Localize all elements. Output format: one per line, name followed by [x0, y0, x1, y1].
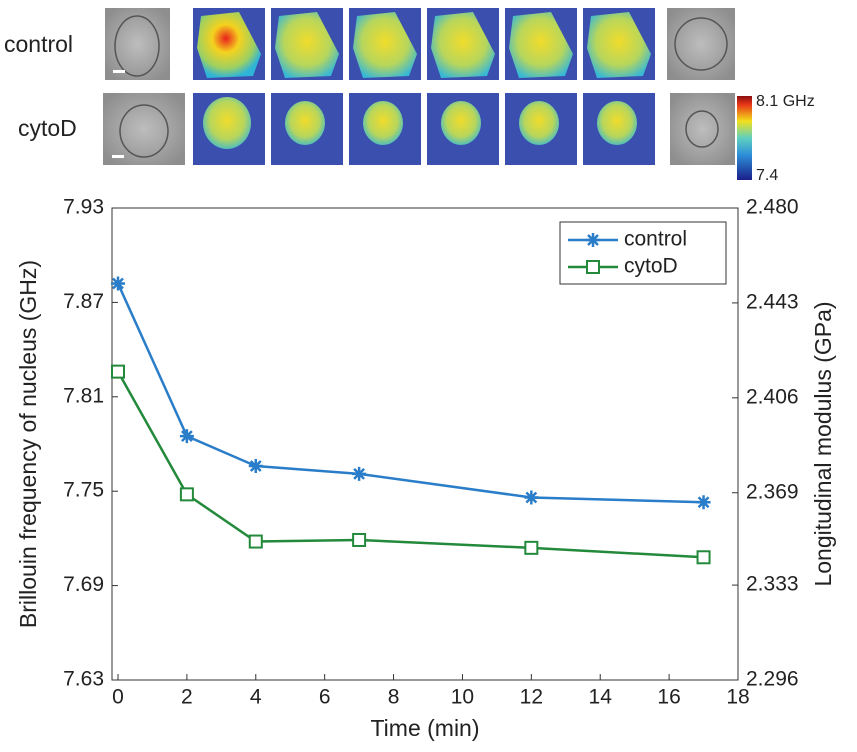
x-axis-label: Time (min)	[370, 715, 479, 741]
micrograph	[103, 93, 185, 165]
x-tick-label: 10	[451, 686, 474, 709]
x-tick-label: 4	[250, 686, 262, 709]
cell-map	[353, 12, 417, 78]
x-tick-label: 16	[657, 686, 680, 709]
scale-bar	[112, 155, 124, 158]
marker	[111, 364, 125, 379]
y-tick-label: 7.93	[63, 196, 104, 219]
colorbar-label: 8.1 GHz	[756, 93, 815, 110]
colorbar	[737, 96, 752, 180]
marker	[248, 534, 263, 549]
micrograph	[667, 8, 735, 80]
y-tick-label: 7.69	[63, 573, 104, 596]
y2-tick-label: 2.296	[746, 668, 799, 691]
row-label: cytoD	[18, 115, 77, 141]
plot-frame	[111, 207, 739, 681]
marker	[248, 459, 263, 474]
cell-map	[363, 101, 403, 145]
cell-outline	[114, 15, 160, 77]
x-tick-label: 0	[112, 686, 124, 709]
marker	[111, 276, 125, 291]
marker	[696, 495, 711, 510]
marker	[352, 466, 367, 481]
y2-tick-label: 2.480	[746, 196, 799, 219]
y2-tick-label: 2.443	[746, 290, 799, 313]
scale-bar	[113, 70, 125, 73]
x-tick-label: 8	[388, 686, 400, 709]
x-tick-label: 2	[181, 686, 193, 709]
marker	[696, 550, 711, 565]
x-tick-label: 6	[319, 686, 331, 709]
y-tick-label: 7.63	[63, 668, 104, 691]
y-axis-label: Brillouin frequency of nucleus (GHz)	[15, 260, 41, 628]
legend-box	[559, 221, 727, 285]
x-tick-label: 18	[726, 686, 749, 709]
cell-map	[203, 97, 251, 149]
x-tick-label: 14	[589, 686, 613, 709]
y2-tick-label: 2.406	[746, 385, 799, 408]
colorbar-label: 7.4	[756, 167, 778, 184]
x-tick-label: 12	[520, 686, 543, 709]
cell-map	[509, 12, 573, 78]
row-label: control	[4, 31, 73, 57]
cell-outline	[674, 17, 728, 71]
series-line	[116, 283, 704, 504]
cell-map	[441, 101, 481, 145]
cell-map	[275, 12, 339, 78]
marker	[586, 233, 600, 247]
marker	[179, 487, 194, 502]
y-tick-label: 7.75	[63, 479, 104, 502]
cell-map	[597, 101, 637, 145]
y-tick-label: 7.81	[63, 384, 104, 407]
micrograph	[670, 93, 735, 165]
cell-map	[285, 101, 325, 145]
cell-outline	[685, 110, 719, 148]
y2-tick-label: 2.333	[746, 573, 799, 596]
y2-axis-label: Longitudinal modulus (GPa)	[810, 301, 836, 586]
marker	[524, 540, 539, 555]
y-tick-label: 7.87	[63, 290, 104, 313]
marker	[352, 532, 367, 547]
y2-tick-label: 2.369	[746, 480, 799, 503]
cell-outline	[119, 104, 169, 158]
legend-label: cytoD	[624, 255, 678, 278]
cell-map	[587, 12, 651, 78]
cell-map	[197, 12, 261, 78]
marker	[524, 490, 539, 505]
cell-map	[519, 101, 559, 145]
marker	[179, 429, 194, 444]
cell-map	[431, 12, 495, 78]
series-line	[116, 371, 704, 559]
image-panels	[103, 8, 735, 165]
legend-label: control	[624, 228, 687, 251]
marker	[586, 260, 600, 274]
